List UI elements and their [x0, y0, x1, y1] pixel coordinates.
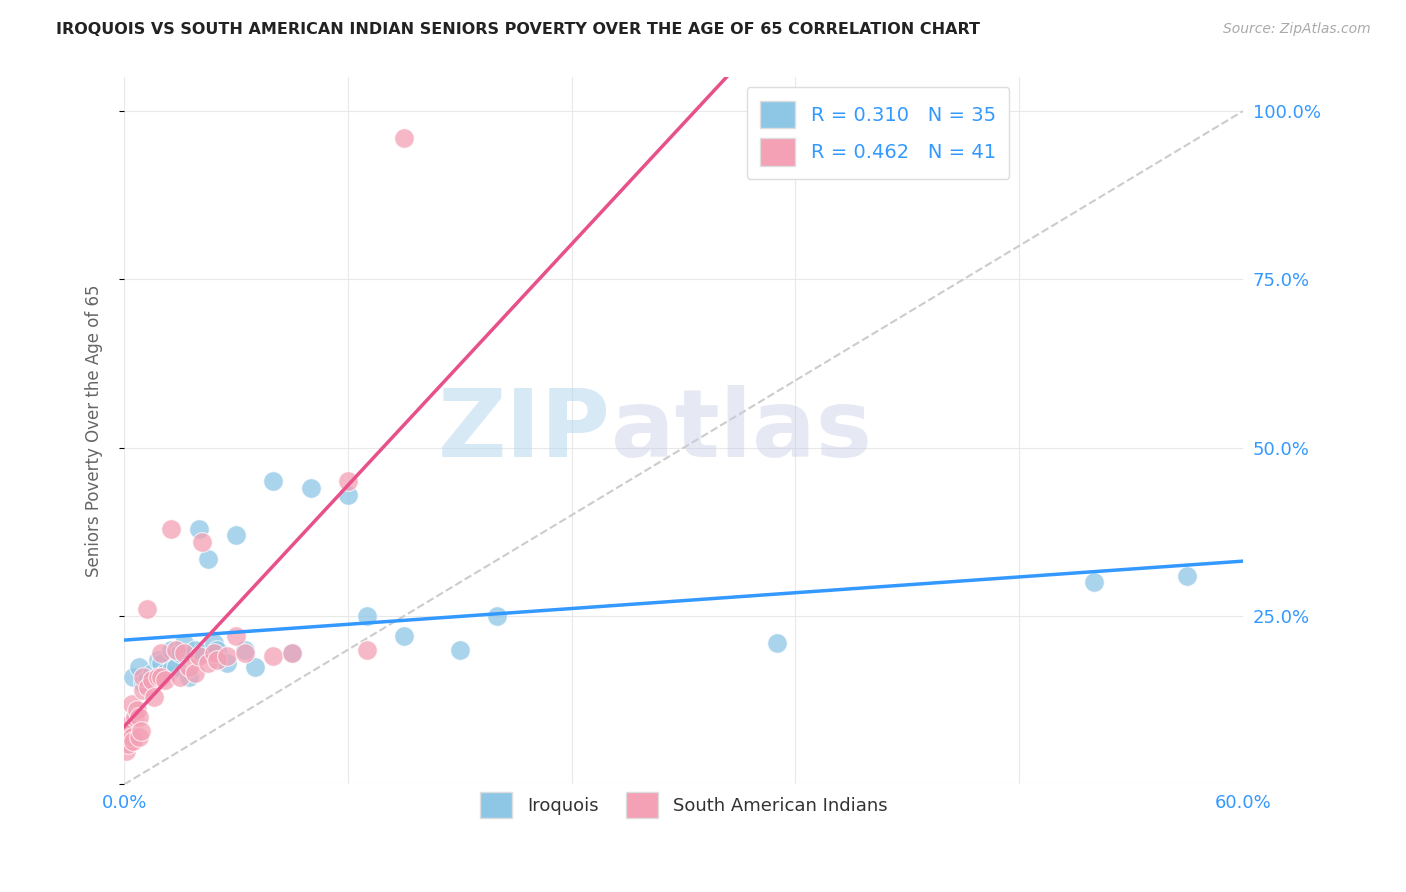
Point	[262, 649, 284, 664]
Point	[765, 636, 787, 650]
Point	[159, 522, 181, 536]
Point	[173, 646, 195, 660]
Point	[191, 535, 214, 549]
Point	[115, 744, 138, 758]
Point	[202, 646, 225, 660]
Point	[197, 552, 219, 566]
Point	[141, 673, 163, 687]
Point	[1083, 575, 1105, 590]
Legend: Iroquois, South American Indians: Iroquois, South American Indians	[472, 785, 894, 825]
Point	[233, 642, 256, 657]
Point	[179, 670, 201, 684]
Point	[165, 659, 187, 673]
Point	[146, 670, 169, 684]
Text: IROQUOIS VS SOUTH AMERICAN INDIAN SENIORS POVERTY OVER THE AGE OF 65 CORRELATION: IROQUOIS VS SOUTH AMERICAN INDIAN SENIOR…	[56, 22, 980, 37]
Point	[122, 670, 145, 684]
Point	[165, 642, 187, 657]
Point	[146, 653, 169, 667]
Point	[356, 609, 378, 624]
Point	[169, 646, 191, 660]
Point	[121, 697, 143, 711]
Point	[225, 629, 247, 643]
Point	[124, 710, 146, 724]
Point	[129, 723, 152, 738]
Point	[392, 629, 415, 643]
Text: Source: ZipAtlas.com: Source: ZipAtlas.com	[1223, 22, 1371, 37]
Point	[141, 666, 163, 681]
Point	[173, 636, 195, 650]
Point	[336, 488, 359, 502]
Point	[197, 657, 219, 671]
Point	[179, 659, 201, 673]
Point	[356, 642, 378, 657]
Point	[153, 673, 176, 687]
Point	[281, 646, 304, 660]
Point	[336, 475, 359, 489]
Point	[191, 646, 214, 660]
Point	[187, 649, 209, 664]
Point	[132, 683, 155, 698]
Point	[1175, 568, 1198, 582]
Point	[184, 666, 207, 681]
Point	[150, 657, 173, 671]
Text: ZIP: ZIP	[437, 385, 610, 477]
Point	[135, 602, 157, 616]
Point	[135, 673, 157, 687]
Point	[159, 642, 181, 657]
Point	[118, 723, 141, 738]
Point	[392, 131, 415, 145]
Point	[118, 716, 141, 731]
Text: atlas: atlas	[610, 385, 872, 477]
Point	[117, 737, 139, 751]
Point	[128, 659, 150, 673]
Point	[243, 659, 266, 673]
Y-axis label: Seniors Poverty Over the Age of 65: Seniors Poverty Over the Age of 65	[86, 285, 103, 577]
Point	[122, 733, 145, 747]
Point	[262, 475, 284, 489]
Point	[132, 676, 155, 690]
Point	[299, 481, 322, 495]
Point	[159, 663, 181, 677]
Point	[215, 657, 238, 671]
Point	[184, 642, 207, 657]
Point	[202, 636, 225, 650]
Point	[225, 528, 247, 542]
Point	[128, 731, 150, 745]
Point	[143, 690, 166, 704]
Point	[150, 646, 173, 660]
Point	[449, 642, 471, 657]
Point	[187, 522, 209, 536]
Point	[233, 646, 256, 660]
Point	[127, 703, 149, 717]
Point	[207, 653, 229, 667]
Point	[486, 609, 509, 624]
Point	[138, 680, 160, 694]
Point	[128, 710, 150, 724]
Point	[215, 649, 238, 664]
Point	[150, 670, 173, 684]
Point	[281, 646, 304, 660]
Point	[207, 642, 229, 657]
Point	[132, 670, 155, 684]
Point	[169, 670, 191, 684]
Point	[121, 731, 143, 745]
Point	[153, 666, 176, 681]
